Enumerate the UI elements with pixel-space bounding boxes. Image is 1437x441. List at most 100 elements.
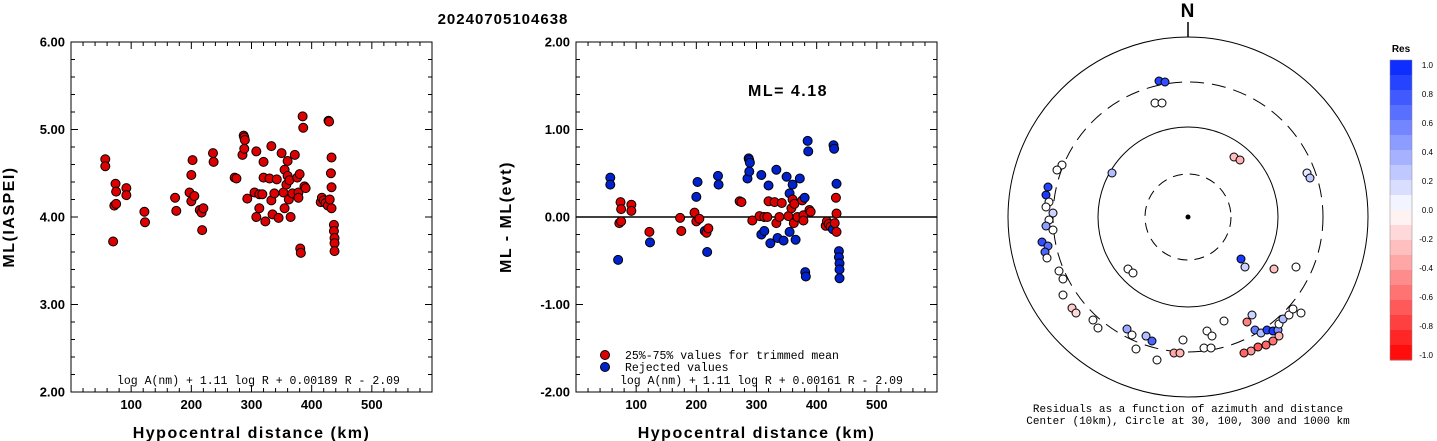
data-point: [326, 152, 337, 163]
colorbar-segment: [1390, 330, 1412, 346]
residual-point: [1052, 165, 1062, 175]
residual-point: [1242, 317, 1252, 327]
residual-point: [1240, 262, 1250, 272]
data-point: [186, 170, 197, 180]
data-point: [294, 169, 305, 180]
data-point: [645, 237, 656, 248]
residual-point: [1131, 344, 1141, 354]
data-point: [271, 174, 282, 185]
data-point: [121, 190, 132, 201]
data-point: [297, 111, 308, 122]
data-point: [829, 143, 840, 154]
residual-point: [1268, 336, 1278, 346]
data-point: [605, 179, 616, 190]
y-tick-label: 2.00: [40, 385, 65, 400]
epicenter-marker: [1185, 214, 1191, 220]
data-point: [787, 179, 798, 190]
colorbar-tick-label: 0.6: [1422, 119, 1434, 128]
colorbar-tick-label: 1.0: [1422, 61, 1434, 70]
data-point: [326, 203, 337, 214]
data-point: [799, 192, 810, 203]
x-tick-label: 500: [866, 397, 888, 412]
colorbar-tick-label: -0.8: [1419, 322, 1433, 331]
data-point: [266, 141, 277, 152]
colorbar-segment: [1390, 180, 1412, 196]
data-point: [326, 182, 337, 193]
data-point: [285, 212, 296, 222]
colorbar-segment: [1390, 120, 1412, 136]
data-point: [282, 156, 293, 166]
residual-point: [1147, 336, 1157, 346]
x-tick-label: 200: [685, 397, 707, 412]
x-tick-label: 100: [120, 397, 142, 412]
data-point: [324, 194, 335, 205]
residual-point: [1247, 310, 1257, 320]
data-point: [803, 146, 814, 157]
ring-30km: [1144, 173, 1232, 261]
residual-point: [1122, 324, 1132, 334]
residual-point: [1054, 266, 1064, 276]
data-point: [231, 173, 242, 184]
colorbar-tick-label: -0.2: [1419, 235, 1433, 244]
residual-point: [1042, 253, 1052, 263]
colorbar-title: Res: [1392, 44, 1411, 55]
x-tick-label: 100: [625, 397, 647, 412]
data-point: [251, 146, 262, 157]
data-point: [198, 203, 209, 214]
residual-point: [1043, 182, 1053, 192]
data-point: [324, 116, 335, 127]
colorbar-segment: [1390, 345, 1412, 361]
y-tick-label: 2.00: [545, 35, 570, 50]
colorbar-segment: [1390, 135, 1412, 151]
data-point: [644, 226, 655, 237]
residual-point: [1178, 335, 1188, 345]
data-point: [694, 213, 705, 224]
data-point: [692, 177, 703, 187]
ml-vs-distance-chart: 2.00 3.00 4.00 5.00 6.00 100 200 300 400 500 log …: [1, 35, 433, 441]
data-point: [675, 212, 686, 223]
data-point: [251, 212, 262, 222]
colorbar-segment: [1390, 165, 1412, 181]
y-axis-label: ML(IASPEI): [1, 166, 18, 267]
data-point: [269, 188, 280, 199]
data-point: [712, 170, 723, 181]
y-tick-label: 1.00: [545, 122, 570, 137]
caption-line-1: Residuals as a function of azimuth and d…: [1033, 404, 1343, 416]
data-point: [831, 178, 842, 189]
data-point: [784, 226, 795, 237]
data-point: [140, 217, 151, 228]
x-tick-label: 400: [806, 397, 828, 412]
attenuation-formula: log A(nm) + 1.11 log R + 0.00161 R - 2.0…: [620, 375, 903, 388]
residual-point: [1236, 254, 1246, 264]
attenuation-formula: log A(nm) + 1.11 log R + 0.00189 R - 2.0…: [117, 375, 400, 388]
residual-point: [1160, 77, 1170, 87]
data-point: [257, 189, 268, 200]
data-point: [759, 226, 770, 236]
data-point: [676, 226, 687, 236]
data-point: [834, 264, 845, 275]
data-point: [208, 156, 219, 167]
residual-point: [1274, 331, 1284, 341]
data-point: [111, 198, 122, 209]
data-point: [713, 179, 724, 190]
data-point: [763, 180, 774, 191]
residual-point: [1041, 202, 1051, 212]
residual-point: [1261, 340, 1271, 350]
colorbar-tick-label: 0.0: [1422, 206, 1434, 215]
data-point: [626, 205, 637, 216]
residual-point: [1253, 342, 1263, 352]
data-point: [289, 149, 300, 160]
colorbar-tick-label: 0.8: [1422, 90, 1434, 99]
data-point: [207, 148, 218, 159]
data-point: [254, 203, 265, 214]
residual-point: [1141, 331, 1151, 341]
data-point: [189, 191, 200, 201]
ml-annotation: ML= 4.18: [748, 83, 828, 100]
residual-point: [1127, 330, 1137, 340]
data-point: [108, 236, 119, 247]
colorbar-segment: [1390, 195, 1412, 211]
azimuth-residual-plot: N Residuals as a function of azimuth and…: [1007, 1, 1434, 428]
residual-point: [1058, 290, 1068, 300]
data-point: [834, 273, 845, 284]
y-tick-label: -2.00: [540, 385, 570, 400]
